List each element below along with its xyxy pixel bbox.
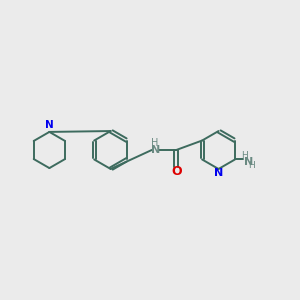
Text: N: N bbox=[45, 120, 54, 130]
Text: H: H bbox=[151, 138, 158, 148]
Text: O: O bbox=[171, 165, 181, 178]
Text: H: H bbox=[242, 152, 248, 160]
Text: N: N bbox=[214, 168, 223, 178]
Text: H: H bbox=[248, 161, 255, 170]
Text: N: N bbox=[244, 157, 254, 167]
Text: N: N bbox=[151, 145, 160, 155]
